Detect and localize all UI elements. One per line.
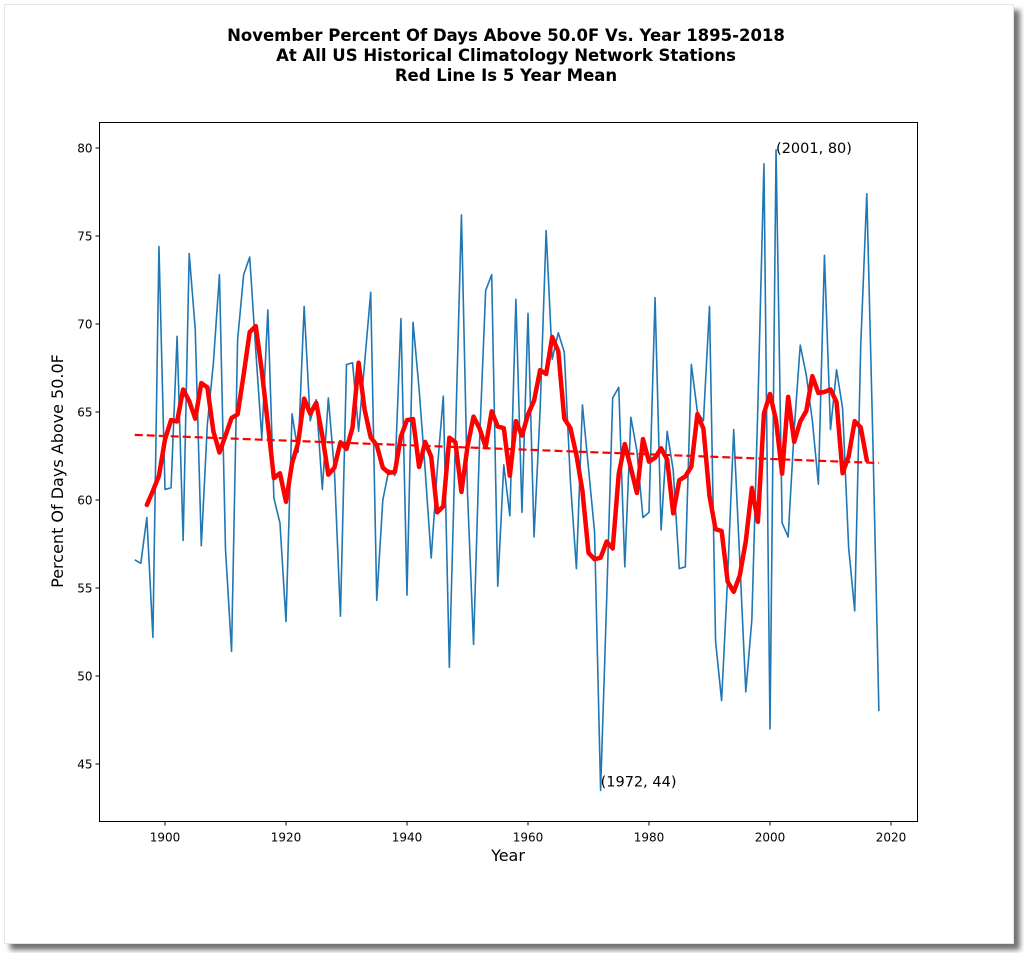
x-tick-label: 1920	[271, 831, 302, 845]
y-tick-label: 50	[77, 670, 92, 684]
chart-title-line-1: November Percent Of Days Above 50.0F Vs.…	[227, 26, 785, 45]
y-axis: 45 50 55 60 65 70 75 80	[77, 142, 100, 772]
point-annotation: (2001, 80)	[776, 141, 852, 157]
x-axis-label: Year	[490, 846, 525, 865]
plot-marks	[134, 148, 880, 792]
chart-title-line-2: At All US Historical Climatology Network…	[276, 46, 736, 65]
x-tick-label: 1960	[513, 831, 544, 845]
series-5-year-mean-line	[144, 323, 870, 595]
point-annotation: (1972, 44)	[601, 775, 677, 791]
x-tick-label: 2000	[755, 831, 786, 845]
x-tick-label: 2020	[876, 831, 907, 845]
x-tick-label: 1900	[150, 831, 181, 845]
y-tick-label: 75	[77, 230, 92, 244]
x-axis: 1900 1920 1940 1960 1980 2000 2020	[150, 821, 907, 845]
series-annual-line	[134, 148, 880, 792]
plot-area-frame	[99, 122, 918, 822]
chart-title-line-3: Red Line Is 5 Year Mean	[394, 66, 618, 85]
x-tick-label: 1980	[634, 831, 665, 845]
y-tick-label: 55	[77, 582, 92, 596]
y-tick-label: 60	[77, 494, 92, 508]
y-tick-label: 45	[77, 758, 92, 772]
y-axis-label: Percent Of Days Above 50.0F	[48, 354, 67, 588]
chart-title: November Percent Of Days Above 50.0F Vs.…	[0, 26, 1012, 86]
y-tick-label: 70	[77, 318, 92, 332]
y-tick-label: 80	[77, 142, 92, 156]
annotations: (2001, 80) (1972, 44)	[601, 141, 852, 791]
x-tick-label: 1940	[392, 831, 423, 845]
y-tick-label: 65	[77, 406, 92, 420]
